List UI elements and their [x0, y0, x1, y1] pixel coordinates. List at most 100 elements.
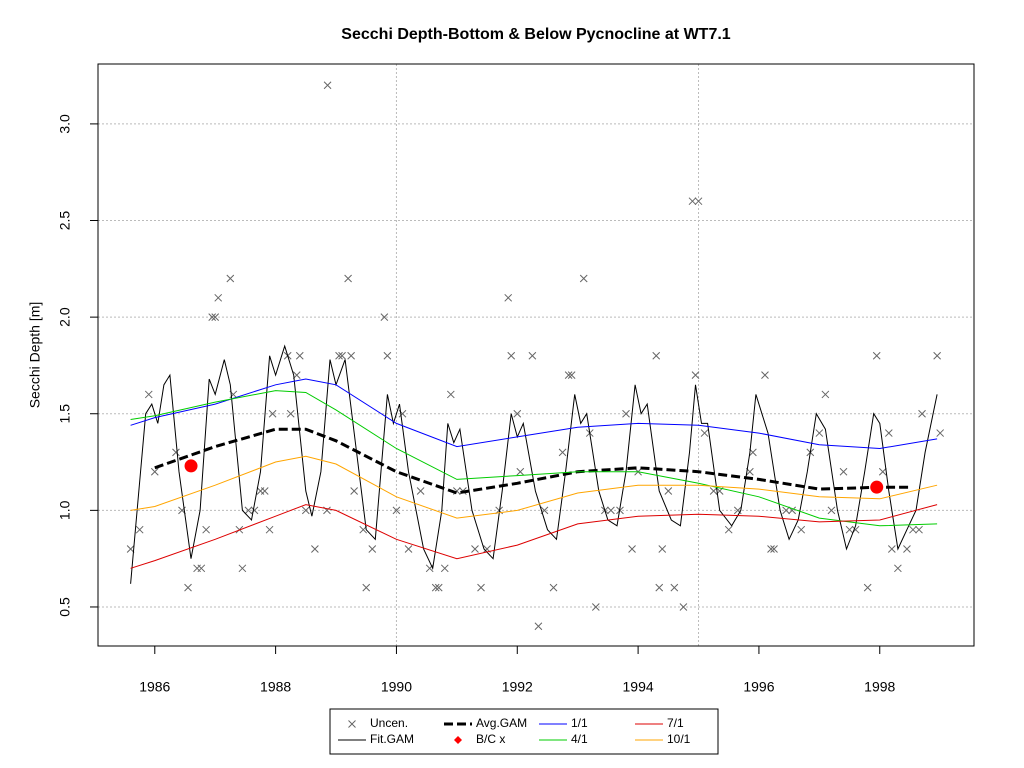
legend-marker	[454, 736, 462, 744]
series-line	[130, 504, 938, 569]
data-point	[516, 467, 525, 476]
data-point	[184, 583, 192, 592]
data-point	[733, 506, 742, 515]
y-axis-label: Secchi Depth [m]	[27, 302, 43, 409]
legend-label: Avg.GAM	[476, 716, 527, 730]
x-tick-label: 1992	[502, 679, 533, 695]
data-point	[383, 351, 392, 360]
y-tick-label: 3.0	[57, 114, 73, 134]
data-point	[268, 409, 277, 418]
data-point	[446, 390, 455, 399]
data-point	[404, 545, 413, 553]
data-point	[238, 564, 247, 573]
data-point	[425, 564, 434, 573]
data-point	[347, 351, 355, 360]
data-point	[226, 274, 235, 283]
data-point	[909, 525, 917, 534]
data-point	[903, 545, 911, 553]
data-point	[709, 487, 718, 495]
data-point	[839, 467, 848, 476]
data-point	[471, 545, 479, 553]
x-tick-label: 1998	[864, 679, 895, 695]
data-point	[434, 583, 443, 592]
data-point	[126, 545, 135, 553]
data-point	[260, 487, 269, 495]
data-point	[579, 274, 588, 283]
plot-frame	[97, 63, 975, 647]
data-point	[821, 390, 830, 399]
legend-label: 10/1	[667, 732, 691, 746]
data-point	[368, 545, 377, 553]
data-point	[528, 351, 537, 360]
data-point	[150, 467, 159, 476]
data-point	[335, 351, 343, 360]
series-line	[130, 378, 938, 450]
data-point	[135, 525, 144, 534]
y-tick-label: 0.5	[57, 597, 73, 617]
data-point	[295, 351, 304, 360]
data-point	[431, 583, 440, 592]
data-point	[658, 545, 667, 553]
legend-label: Fit.GAM	[370, 732, 414, 746]
series-line	[130, 390, 938, 527]
data-point	[567, 371, 576, 379]
data-point	[564, 371, 573, 379]
data-point	[591, 603, 600, 611]
data-point	[344, 274, 352, 283]
data-point	[863, 583, 872, 592]
chart-title: Secchi Depth-Bottom & Below Pycnocline a…	[341, 26, 730, 43]
data-point	[265, 525, 274, 534]
legend-label: B/C x	[476, 732, 505, 746]
y-tick-label: 2.5	[57, 211, 73, 231]
data-point	[440, 564, 449, 573]
data-point	[915, 525, 923, 534]
data-point	[872, 351, 881, 360]
legend-marker	[348, 720, 356, 728]
data-point	[534, 622, 543, 631]
series-line	[130, 344, 938, 584]
data-point	[202, 525, 210, 534]
legend-label: Uncen.	[370, 716, 408, 730]
data-point	[884, 429, 893, 437]
data-point	[338, 351, 346, 360]
data-point	[936, 429, 945, 437]
series-line	[130, 455, 938, 519]
x-tick-label: 1994	[623, 679, 654, 695]
data-point	[286, 409, 295, 418]
data-point	[887, 545, 896, 553]
data-point	[670, 583, 679, 592]
y-tick-label: 1.5	[57, 404, 73, 424]
data-point	[767, 545, 775, 553]
data-point	[797, 525, 806, 534]
data-point	[144, 390, 153, 399]
data-point	[679, 603, 688, 611]
data-point	[362, 583, 371, 592]
data-point	[244, 506, 253, 515]
data-point	[845, 525, 854, 534]
data-point	[507, 351, 516, 360]
legend: Uncen. Fit.GAM Avg.GAM B/C x 1/1 4/1 7/1 10/1	[329, 708, 719, 755]
data-point	[323, 81, 332, 90]
data-point	[380, 313, 389, 321]
data-point	[477, 583, 485, 592]
bc-point	[870, 480, 884, 494]
data-point	[664, 487, 673, 495]
data-point	[827, 506, 836, 515]
x-tick-label: 1988	[260, 679, 291, 695]
data-point	[197, 564, 206, 573]
data-point	[815, 429, 824, 437]
data-point	[513, 409, 522, 418]
data-point	[172, 448, 180, 457]
x-tick-label: 1996	[743, 679, 774, 695]
data-point	[211, 313, 220, 321]
data-point	[416, 487, 425, 495]
data-point	[761, 371, 769, 379]
plot-area	[98, 64, 974, 646]
data-point	[700, 429, 709, 437]
legend-label: 4/1	[571, 732, 588, 746]
data-point	[311, 545, 319, 553]
data-point	[652, 351, 661, 360]
data-point	[655, 583, 664, 592]
